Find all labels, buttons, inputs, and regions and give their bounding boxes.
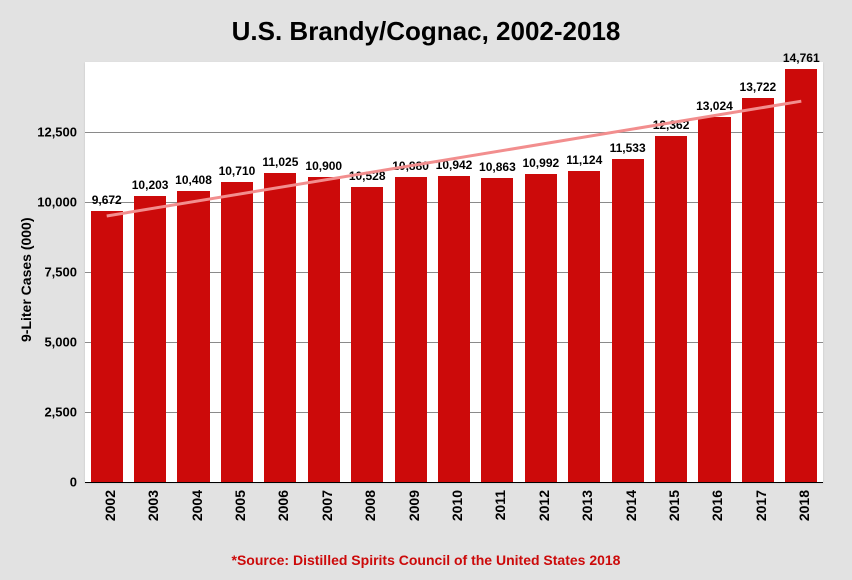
bar-value-label: 10,203 (132, 178, 169, 192)
bar (568, 171, 600, 482)
bar (91, 211, 123, 482)
bar-value-label: 10,863 (479, 160, 516, 174)
bar (395, 177, 427, 482)
x-tick-label: 2017 (753, 490, 769, 521)
y-tick-label: 2,500 (17, 405, 77, 420)
x-tick-label: 2008 (362, 490, 378, 521)
bar-value-label: 10,942 (436, 158, 473, 172)
x-tick-label: 2011 (492, 490, 508, 520)
x-tick-label: 2003 (145, 490, 161, 521)
x-tick-label: 2012 (536, 490, 552, 521)
bar (351, 187, 383, 482)
bar (525, 174, 557, 482)
source-note: *Source: Distilled Spirits Council of th… (0, 552, 852, 568)
bar (221, 182, 253, 482)
x-tick-label: 2016 (709, 490, 725, 521)
bar-value-label: 11,533 (610, 141, 646, 155)
bar-value-label: 11,025 (262, 155, 298, 169)
x-tick-label: 2002 (102, 490, 118, 521)
y-tick-label: 10,000 (17, 195, 77, 210)
x-tick-label: 2004 (189, 490, 205, 521)
x-tick-label: 2013 (579, 490, 595, 521)
bar (264, 173, 296, 482)
bar-value-label: 13,024 (696, 99, 733, 113)
y-tick-label: 0 (17, 475, 77, 490)
bar (612, 159, 644, 482)
bar (481, 178, 513, 482)
x-tick-label: 2007 (319, 490, 335, 521)
x-tick-label: 2018 (796, 490, 812, 521)
x-tick-label: 2005 (232, 490, 248, 521)
x-tick-label: 2006 (275, 490, 291, 521)
bar-value-label: 9,672 (92, 193, 122, 207)
bar (785, 69, 817, 482)
bar (698, 117, 730, 482)
bar (742, 98, 774, 482)
bar-value-label: 10,408 (175, 173, 212, 187)
x-tick-label: 2009 (406, 490, 422, 521)
bar-value-label: 14,761 (783, 51, 820, 65)
bar-value-label: 13,722 (740, 80, 777, 94)
bar (655, 136, 687, 482)
bar-value-label: 11,124 (566, 153, 602, 167)
y-axis-title: 9-Liter Cases (000) (18, 217, 34, 342)
bar-value-label: 10,900 (305, 159, 342, 173)
bar (177, 191, 209, 482)
bar-value-label: 10,992 (522, 156, 559, 170)
bar (308, 177, 340, 482)
x-axis-line (85, 482, 823, 483)
bar-value-label: 10,710 (219, 164, 256, 178)
bar (438, 176, 470, 482)
x-tick-label: 2014 (623, 490, 639, 521)
y-tick-label: 12,500 (17, 125, 77, 140)
bar-value-label: 12,362 (653, 118, 690, 132)
x-tick-label: 2010 (449, 490, 465, 521)
bar-value-label: 10,528 (349, 169, 386, 183)
bar-value-label: 10,880 (392, 159, 429, 173)
x-tick-label: 2015 (666, 490, 682, 521)
chart-title: U.S. Brandy/Cognac, 2002-2018 (0, 16, 852, 47)
bar (134, 196, 166, 482)
